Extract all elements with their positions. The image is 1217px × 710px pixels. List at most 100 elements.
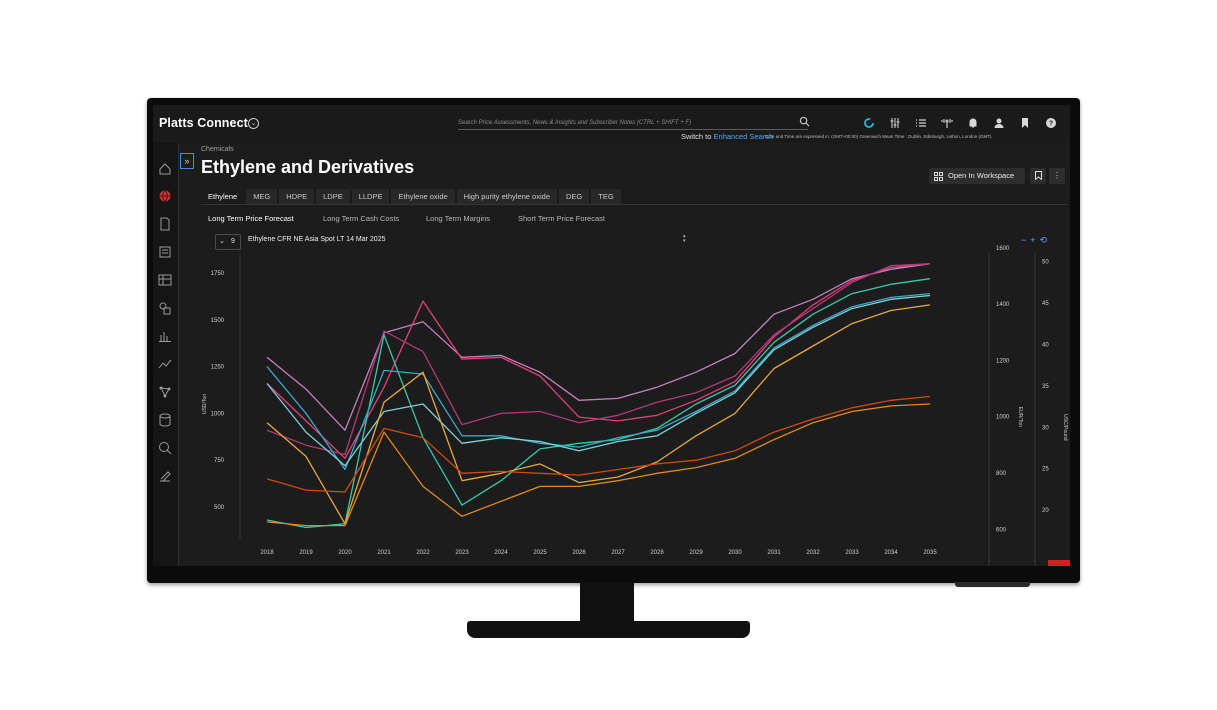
y-left-tick-label: 1500 (211, 318, 225, 324)
tab-ethylene[interactable]: Ethylene (201, 189, 245, 204)
y-right-tick-label: 1000 (996, 415, 1010, 421)
workspace-icon (934, 172, 943, 181)
tab-ldpe[interactable]: LDPE (316, 189, 350, 204)
x-tick-label: 2026 (572, 550, 586, 556)
user-icon[interactable] (991, 115, 1007, 131)
y-right-tick-label: 1600 (996, 246, 1010, 252)
series-line-8 (266, 395, 931, 493)
x-tick-label: 2020 (338, 550, 352, 556)
refresh-icon[interactable] (861, 115, 877, 131)
zoom-controls: − + ⟲ (1021, 235, 1047, 246)
tab-ethylene-oxide[interactable]: Ethylene oxide (391, 189, 455, 204)
y-right2-tick-label: 30 (1042, 425, 1049, 431)
y-left-tick-label: 750 (214, 458, 225, 464)
search-input[interactable]: Search Price Assessments, News & Insight… (458, 117, 808, 130)
monitor-frame: Platts Connect ⌄ Search Price Assessment… (147, 98, 1080, 583)
series-line-3 (266, 263, 931, 456)
tab-teg[interactable]: TEG (591, 189, 621, 204)
tab-high-purity-ethylene-oxide[interactable]: High purity ethylene oxide (456, 189, 557, 204)
series-line-7 (266, 304, 931, 525)
y-right-tick-label: 1400 (996, 302, 1010, 308)
selected-series-name: Ethylene CFR NE Asia Spot LT 14 Mar 2025 (248, 236, 386, 243)
svg-text:?: ? (1049, 121, 1053, 128)
product-tabs: Ethylene MEG HDPE LDPE LLDPE Ethylene oxide Hi… (201, 189, 623, 204)
x-tick-label: 2031 (767, 550, 781, 556)
bookmark-page-button[interactable] (1030, 168, 1046, 184)
page-title: Ethylene and Derivatives (201, 157, 415, 177)
y-right-axis-label: EUR/Ton (1017, 407, 1023, 427)
tab-deg[interactable]: DEG (559, 189, 590, 204)
tab-divider (201, 204, 1067, 205)
subtab-short-term-price-forecast[interactable]: Short Term Price Forecast (518, 214, 605, 223)
open-in-workspace-button[interactable]: Open In Workspace (929, 168, 1025, 184)
subtab-long-term-margins[interactable]: Long Term Margins (426, 214, 491, 223)
x-tick-label: 2028 (650, 550, 664, 556)
y-left-tick-label: 1000 (211, 411, 225, 417)
line-chart-icon[interactable] (158, 357, 172, 371)
search-icon[interactable] (799, 116, 810, 127)
database-icon[interactable] (158, 413, 172, 427)
subtab-long-term-price-forecast[interactable]: Long Term Price Forecast (208, 214, 294, 223)
zoom-in-button[interactable]: + (1030, 235, 1036, 245)
y-left-tick-label: 500 (214, 505, 225, 511)
series-line-5 (266, 292, 931, 471)
x-tick-label: 2024 (494, 550, 508, 556)
x-tick-label: 2021 (377, 550, 391, 556)
y-left-axis-label: USD/Ton (202, 394, 208, 414)
zoom-out-button[interactable]: − (1021, 235, 1027, 245)
series-line-4 (266, 278, 931, 529)
list-icon[interactable] (913, 115, 929, 131)
x-tick-label: 2033 (845, 550, 859, 556)
x-tick-label: 2034 (884, 550, 898, 556)
expand-sidebar-button[interactable]: » (180, 153, 194, 169)
bar-chart-icon[interactable] (158, 329, 172, 343)
tab-hdpe[interactable]: HDPE (279, 189, 315, 204)
tab-meg[interactable]: MEG (246, 189, 278, 204)
help-icon[interactable]: ? (1043, 115, 1059, 131)
monitor-control-strip (955, 582, 1030, 587)
y-right2-axis-label: USC/Pound (1062, 414, 1068, 441)
chevron-down-icon[interactable]: ⌄ (248, 118, 259, 129)
y-left-tick-label: 1250 (211, 365, 225, 371)
toolbar-icons: ? (861, 115, 1059, 131)
alert-marker[interactable] (1048, 560, 1070, 566)
switch-search[interactable]: Switch to Enhanced Search (681, 132, 773, 141)
sliders-icon[interactable] (887, 115, 903, 131)
y-right2-tick-label: 50 (1042, 260, 1049, 266)
breadcrumb[interactable]: Chemicals (201, 146, 234, 153)
x-tick-label: 2032 (806, 550, 820, 556)
app-screen: Platts Connect ⌄ Search Price Assessment… (153, 105, 1070, 566)
document-icon[interactable] (158, 217, 172, 231)
y-right2-tick-label: 35 (1042, 384, 1049, 390)
home-icon[interactable] (158, 162, 172, 176)
y-right2-tick-label: 45 (1042, 301, 1049, 307)
series-selector[interactable]: ⌄ 9 (215, 234, 241, 250)
x-tick-label: 2019 (299, 550, 313, 556)
analytics-search-icon[interactable] (158, 441, 172, 455)
news-icon[interactable] (158, 245, 172, 259)
x-tick-label: 2030 (728, 550, 742, 556)
reset-zoom-button[interactable]: ⟲ (1039, 235, 1048, 245)
app-brand[interactable]: Platts Connect (159, 116, 248, 130)
x-tick-label: 2029 (689, 550, 703, 556)
broadcast-icon[interactable] (939, 115, 955, 131)
sort-arrows-icon[interactable]: ▴ ▾ (683, 233, 686, 244)
globe-icon[interactable] (158, 189, 172, 203)
bell-icon[interactable] (965, 115, 981, 131)
network-icon[interactable] (158, 385, 172, 399)
x-tick-label: 2025 (533, 550, 547, 556)
bookmark-outline-icon (1034, 171, 1042, 181)
timezone-note: Date and Time are expressed in: (GMT+00:… (765, 134, 992, 139)
more-options-button[interactable]: ⋮ (1049, 168, 1065, 184)
shapes-icon[interactable] (158, 301, 172, 315)
enhanced-search-link[interactable]: Enhanced Search (713, 132, 774, 141)
subtab-long-term-cash-costs[interactable]: Long Term Cash Costs (323, 214, 400, 223)
x-tick-label: 2023 (455, 550, 469, 556)
bookmark-icon[interactable] (1017, 115, 1033, 131)
table-icon[interactable] (158, 273, 172, 287)
edit-chart-icon[interactable] (158, 469, 172, 483)
y-right-tick-label: 1200 (996, 358, 1010, 364)
switch-prefix: Switch to (681, 132, 712, 141)
tab-lldpe[interactable]: LLDPE (351, 189, 390, 204)
series-count: 9 (231, 238, 235, 245)
